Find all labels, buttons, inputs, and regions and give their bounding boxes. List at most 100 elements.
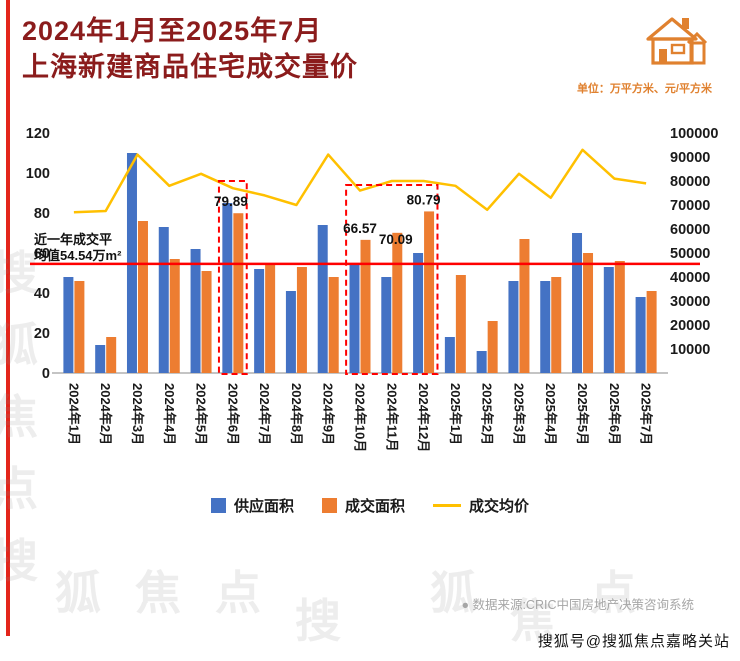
bar-deal — [487, 321, 498, 373]
x-axis-label: 2025年2月 — [480, 383, 495, 445]
point-label: 70.09 — [379, 232, 413, 247]
watermark-glyph: 点 — [0, 463, 38, 515]
sohu-account-watermark: 搜狐号@搜狐焦点嘉略关站 — [537, 633, 730, 650]
x-axis-label: 2025年4月 — [543, 383, 558, 445]
bar-deal — [265, 265, 276, 373]
chart-legend: 供应面积 成交面积 成交均价 — [0, 495, 740, 516]
x-axis-label: 2024年10月 — [353, 383, 368, 452]
unit-label: 单位：万平方米、元/平方米 — [576, 83, 712, 95]
x-axis-label: 2024年4月 — [162, 383, 177, 445]
right-axis-tick: 100000 — [670, 126, 718, 142]
title-line-1: 2024年1月至2025年7月 — [22, 16, 323, 46]
legend-swatch-deal — [321, 498, 337, 513]
watermark-glyph: 焦 — [135, 567, 181, 619]
page-title: 2024年1月至2025年7月 上海新建商品住宅成交量价 — [22, 14, 358, 85]
avg-annotation-line-1: 近一年成交平 — [34, 232, 112, 247]
x-axis-label: 2024年7月 — [257, 383, 272, 445]
bar-supply — [285, 291, 296, 373]
x-axis-label: 2025年1月 — [448, 383, 463, 445]
x-axis-label: 2025年5月 — [575, 383, 590, 445]
x-axis-label: 2025年3月 — [511, 383, 526, 445]
title-line-2: 上海新建商品住宅成交量价 — [22, 51, 358, 82]
bar-supply — [603, 267, 614, 373]
right-axis-tick: 10000 — [670, 342, 710, 358]
x-axis-label: 2024年12月 — [416, 383, 431, 452]
bar-supply — [381, 277, 392, 373]
watermark-glyph: 点 — [215, 567, 261, 619]
watermark-glyph: 点 — [590, 567, 636, 619]
watermark-glyph: 搜 — [0, 535, 38, 587]
point-label: 79.89 — [214, 194, 248, 209]
left-axis-tick: 0 — [42, 366, 50, 382]
watermark-glyph: 狐 — [0, 319, 38, 371]
watermark-glyph: 狐 — [55, 567, 101, 619]
price-line — [73, 148, 647, 214]
bar-deal — [455, 275, 466, 373]
right-axis-tick: 50000 — [670, 246, 710, 262]
watermark-glyph: 焦 — [0, 391, 38, 443]
bar-deal — [233, 213, 244, 373]
x-axis-label: 2025年6月 — [607, 383, 622, 445]
bar-supply — [95, 345, 106, 373]
bar-supply — [635, 297, 646, 373]
bar-supply — [508, 281, 519, 373]
x-axis-label: 2024年11月 — [384, 383, 399, 452]
left-axis-tick: 100 — [26, 166, 50, 182]
bar-deal — [74, 281, 85, 373]
bar-supply — [413, 253, 424, 373]
left-axis-tick: 80 — [34, 206, 50, 222]
bar-supply — [63, 277, 74, 373]
watermark-glyph: 搜 — [295, 595, 341, 647]
bar-deal — [296, 267, 307, 373]
data-source: ● 数据来源:CRIC中国房地产决策咨询系统 — [461, 598, 694, 612]
bar-supply — [254, 269, 265, 373]
bar-deal — [646, 291, 657, 373]
x-axis-label: 2024年2月 — [98, 383, 113, 445]
right-axis-tick: 70000 — [670, 198, 710, 214]
right-axis-tick: 60000 — [670, 222, 710, 238]
x-axis-label: 2024年9月 — [321, 383, 336, 445]
bar-supply — [317, 225, 328, 373]
bar-deal — [583, 253, 594, 373]
bar-deal — [360, 239, 371, 373]
watermark-glyph: 焦 — [510, 595, 556, 647]
bar-deal — [519, 239, 530, 373]
bar-supply — [190, 249, 201, 373]
right-axis-tick: 90000 — [670, 150, 710, 166]
x-axis-label: 2024年5月 — [194, 383, 209, 445]
legend-item-supply: 供应面积 — [210, 495, 294, 516]
x-axis-label: 2024年8月 — [289, 383, 304, 445]
x-axis-label: 2024年6月 — [225, 383, 240, 445]
bar-supply — [540, 281, 551, 373]
bar-deal — [106, 337, 117, 373]
bar-deal — [551, 277, 562, 373]
watermark-glyph: 狐 — [430, 567, 476, 619]
left-axis-tick: 120 — [26, 126, 50, 142]
bar-deal — [392, 232, 403, 373]
legend-item-deal: 成交面积 — [321, 495, 405, 516]
avg-annotation-line-2: 均值54.54万m² — [34, 248, 122, 263]
bar-supply — [476, 351, 487, 373]
bar-deal — [424, 211, 435, 373]
point-label: 66.57 — [343, 221, 377, 236]
left-axis-tick: 20 — [34, 326, 50, 342]
house-icon — [646, 17, 708, 65]
bar-supply — [158, 227, 169, 373]
watermark-glyph: 搜 — [0, 247, 38, 299]
highlight-box — [345, 184, 439, 375]
highlight-box — [217, 180, 248, 375]
bar-supply — [349, 265, 360, 373]
right-axis-tick: 40000 — [670, 270, 710, 286]
bar-deal — [137, 221, 148, 373]
left-axis-tick: 40 — [34, 286, 50, 302]
point-label: 80.79 — [407, 192, 441, 207]
legend-swatch-supply — [210, 498, 226, 513]
right-axis-tick: 80000 — [670, 174, 710, 190]
bar-deal — [328, 277, 339, 373]
bar-deal — [201, 271, 212, 373]
legend-label-deal: 成交面积 — [344, 498, 405, 515]
legend-label-supply: 供应面积 — [233, 498, 294, 515]
bar-supply — [572, 233, 583, 373]
